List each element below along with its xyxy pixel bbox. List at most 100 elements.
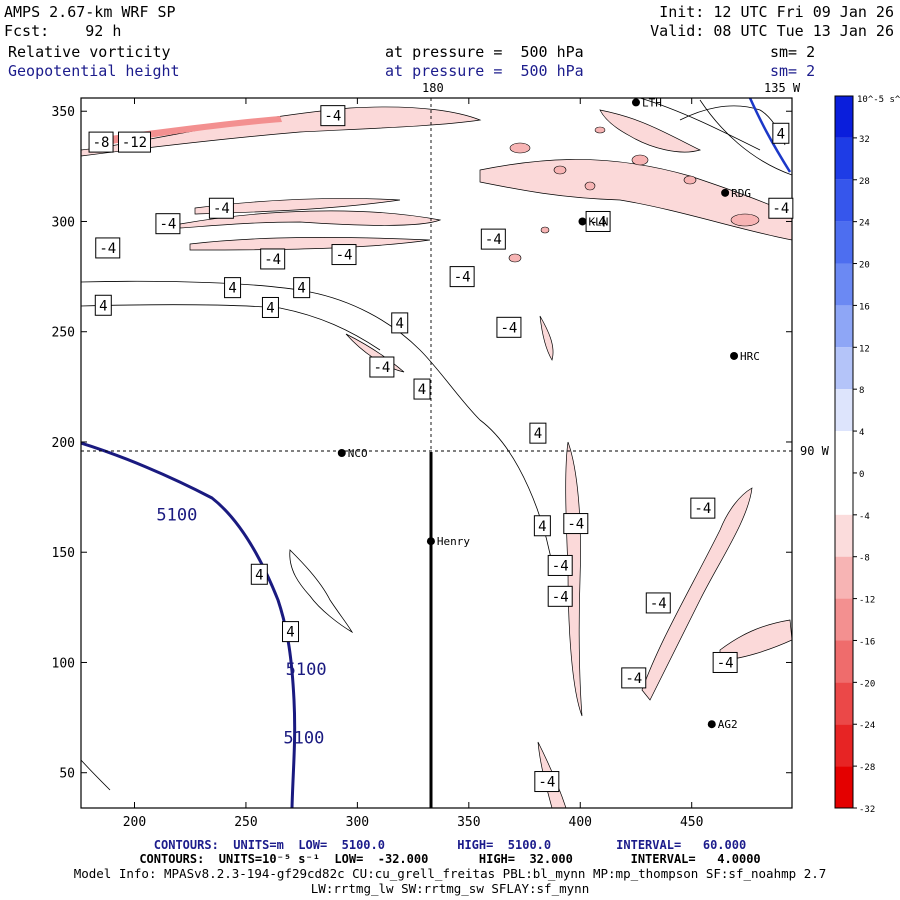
svg-text:4: 4 <box>418 382 426 398</box>
vorticity-contour-label: 4 <box>94 294 112 316</box>
colorbar-swatch <box>835 305 853 348</box>
vorticity-contour-label: -4 <box>690 497 716 519</box>
field2-level: at pressure = 500 hPa <box>385 62 584 80</box>
parallel-label-90w: 90 W <box>800 444 830 458</box>
y-tick-label: 150 <box>52 546 75 561</box>
height-contour-label: 5100 <box>286 660 327 680</box>
x-tick-label: 250 <box>234 815 257 830</box>
svg-text:4: 4 <box>396 316 404 332</box>
vorticity-contour-label: 4 <box>772 122 790 144</box>
colorbar-swatch <box>835 431 853 473</box>
colorbar-swatch <box>835 137 853 180</box>
vorticity-contour-label: 4 <box>250 563 268 585</box>
vorticity-contour-label: -4 <box>449 266 475 288</box>
svg-text:KLN: KLN <box>588 215 608 228</box>
vorticity-contour-label: 4 <box>391 312 409 334</box>
vorticity-contour-label: -4 <box>645 592 671 614</box>
svg-text:-4: -4 <box>501 320 518 336</box>
vorticity-contour-label: -4 <box>547 554 573 576</box>
station-marker: AG2 <box>707 718 738 731</box>
vorticity-contour-label: -4 <box>621 667 647 689</box>
svg-text:-4: -4 <box>454 270 471 286</box>
colorbar-swatch <box>835 221 853 264</box>
meridian-label-135w: 135 W <box>764 81 801 95</box>
field1-smoothing: sm= 2 <box>770 43 816 61</box>
svg-text:-12: -12 <box>122 135 147 151</box>
svg-text:LTH: LTH <box>642 96 662 109</box>
svg-text:4: 4 <box>534 426 542 442</box>
svg-text:4: 4 <box>266 300 274 316</box>
positive-vorticity-contours <box>81 98 792 791</box>
plot-frame <box>80 97 793 809</box>
svg-text:-4: -4 <box>590 214 607 230</box>
vorticity-contour-label: -4 <box>563 513 589 535</box>
colorbar-tick-label: 8 <box>859 386 864 396</box>
vorticity-contour-label: -4 <box>95 237 121 259</box>
footer-physics-info: LW:rrtmg_lw SW:rrtmg_sw SFLAY:sf_mynn <box>310 881 590 896</box>
vorticity-contour-label: 4 <box>293 277 311 299</box>
y-tick-label: 200 <box>52 436 75 451</box>
colorbar-swatch <box>835 179 853 222</box>
colorbar-tick-label: 4 <box>859 428 864 438</box>
model-title: AMPS 2.67-km WRF SP <box>4 3 176 21</box>
colorbar-tick-label: 12 <box>859 344 870 354</box>
x-tick-label: 350 <box>457 815 480 830</box>
field2-smoothing: sm= 2 <box>770 62 816 80</box>
vorticity-contour-label: -4 <box>480 228 506 250</box>
height-contour-label: 5100 <box>283 728 324 748</box>
svg-text:-8: -8 <box>93 135 110 151</box>
meridian-label-180: 180 <box>422 81 444 95</box>
vorticity-contour-label: -4 <box>320 105 346 127</box>
footer-height-contours: CONTOURS: UNITS=m LOW= 5100.0 HIGH= 5100… <box>153 838 747 852</box>
vorticity-contour-label: -4 <box>534 771 560 793</box>
x-tick-label: 400 <box>569 815 592 830</box>
svg-text:-4: -4 <box>336 248 353 264</box>
init-time: Init: 12 UTC Fri 09 Jan 26 <box>659 3 894 21</box>
colorbar-tick-label: -12 <box>859 596 875 606</box>
footer-model-info: Model Info: MPASv8.2.3-194-gf29cd82c CU:… <box>73 866 827 881</box>
svg-text:-4: -4 <box>159 217 176 233</box>
vorticity-contour-label: 4 <box>224 277 242 299</box>
station-marker: KLN <box>578 215 608 228</box>
colorbar-swatch <box>835 263 853 306</box>
colorbar-unit: 10^-5 s^-1 <box>857 95 900 105</box>
svg-text:-4: -4 <box>567 517 584 533</box>
blue-contour-topright <box>748 98 792 173</box>
station-marker: HRC <box>730 350 760 363</box>
field1-level: at pressure = 500 hPa <box>385 43 584 61</box>
vorticity-contour-label: 4 <box>533 515 551 537</box>
colorbar-tick-label: -24 <box>859 721 875 731</box>
svg-text:4: 4 <box>255 567 263 583</box>
station-marker: LTH <box>631 96 662 109</box>
station-marker: RDG <box>721 187 751 200</box>
svg-text:-4: -4 <box>552 558 569 574</box>
vorticity-contour-label: -4 <box>768 197 794 219</box>
colorbar-tick-label: -16 <box>859 637 875 647</box>
height-contour-label: 5100 <box>156 506 197 526</box>
valid-time: Valid: 08 UTC Tue 13 Jan 26 <box>650 22 894 40</box>
x-tick-label: 450 <box>680 815 703 830</box>
svg-text:4: 4 <box>99 298 107 314</box>
colorbar-swatch <box>835 724 853 767</box>
field2-name: Geopotential height <box>8 62 180 80</box>
colorbar-tick-label: -20 <box>859 679 875 689</box>
station-marker: Henry <box>426 535 470 548</box>
vorticity-contour-label: 4 <box>282 621 300 643</box>
y-tick-label: 350 <box>52 105 75 120</box>
vorticity-contour-label: 4 <box>261 296 279 318</box>
vorticity-contour-label: -8 <box>88 131 114 153</box>
y-tick-label: 250 <box>52 326 75 341</box>
svg-text:-4: -4 <box>625 671 642 687</box>
x-tick-label: 200 <box>123 815 146 830</box>
colorbar-tick-label: 32 <box>859 135 870 145</box>
vorticity-contour-label: -4 <box>155 213 181 235</box>
svg-text:HRC: HRC <box>740 350 760 363</box>
negative-vorticity-shading <box>81 106 792 808</box>
colorbar-swatch <box>835 514 853 557</box>
colorbar-swatch <box>835 682 853 725</box>
colorbar-swatch <box>835 640 853 683</box>
svg-text:-4: -4 <box>717 655 734 671</box>
svg-text:AG2: AG2 <box>718 718 738 731</box>
station-marker: NCO <box>337 447 368 460</box>
